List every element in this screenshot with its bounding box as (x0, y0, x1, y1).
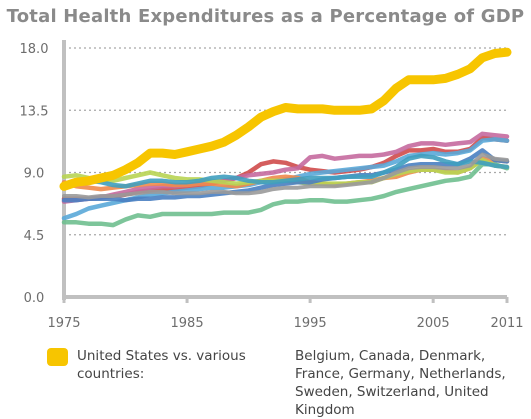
axes (62, 40, 509, 303)
y-tick-label: 4.5 (24, 229, 45, 244)
x-tick-label: 1995 (294, 316, 327, 331)
tick-labels: 0.0 4.5 9.0 13.5 18.0 1975 1985 1995 2005 2011 (20, 42, 524, 331)
series-line-us (59, 47, 512, 191)
y-tick-label: 0.0 (24, 291, 45, 306)
x-tick-label: 2005 (417, 316, 450, 331)
y-tick-label: 18.0 (20, 42, 49, 57)
legend-label-countries: Belgium, Canada, Denmark, France, German… (295, 348, 506, 418)
series-line-c8 (61, 153, 510, 189)
x-tick-label: 1985 (171, 316, 204, 331)
series-line-c4 (61, 161, 510, 228)
x-tick-label: 1975 (47, 316, 80, 331)
series-line-c7 (61, 148, 510, 203)
legend: United States vs. various countries: Belg… (77, 347, 519, 419)
series-lines (59, 47, 512, 228)
y-tick-label: 13.5 (20, 104, 49, 119)
series-line-c2 (61, 131, 510, 204)
chart-title: Total Health Expenditures as a Percentag… (6, 6, 525, 27)
series-line-c9 (62, 152, 509, 200)
y-tick-label: 9.0 (24, 167, 45, 182)
legend-label-us: United States vs. various countries: (77, 348, 246, 382)
x-tick-label: 2011 (490, 316, 523, 331)
line-chart: 0.0 4.5 9.0 13.5 18.0 1975 1985 1995 2005 2011 (20, 40, 524, 331)
legend-swatch-united-states (47, 348, 68, 366)
